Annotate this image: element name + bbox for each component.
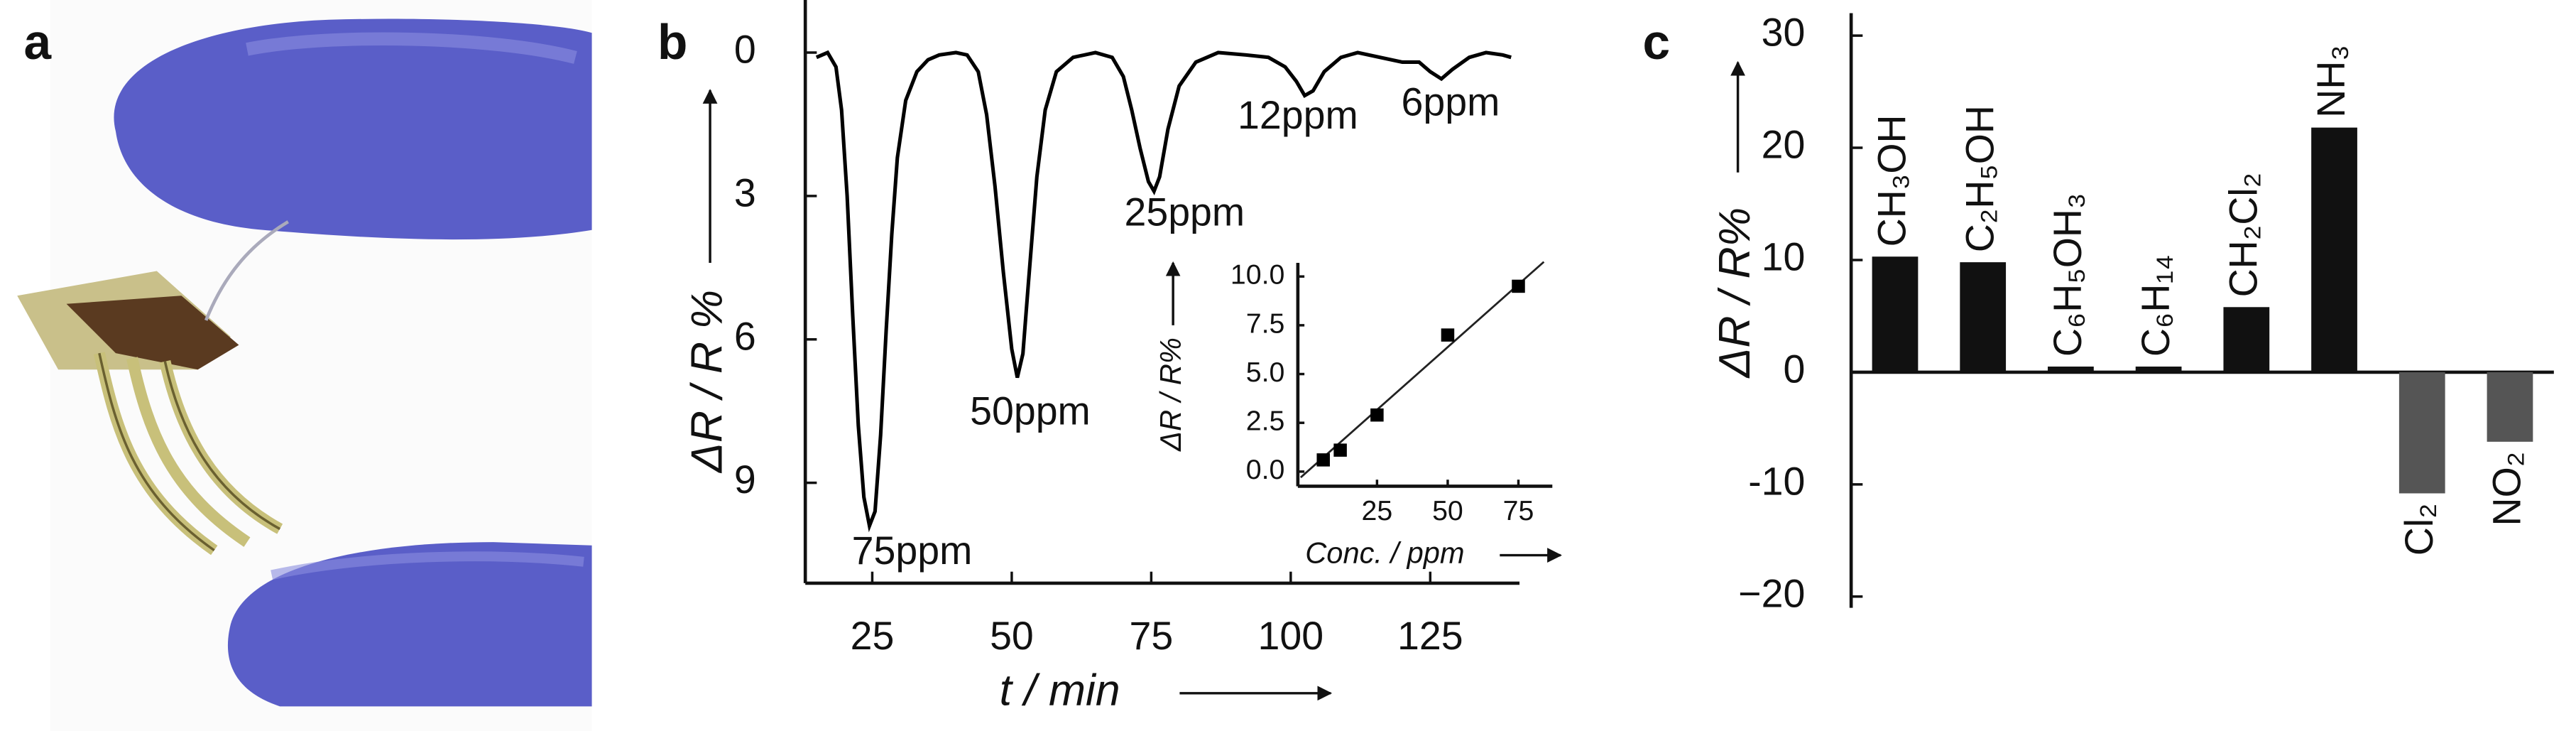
- chart: 0.0 2.5 5.0 7.5 10.0 25 50 75 ΔR / R% Conc. / ppm: [1154, 259, 1562, 570]
- category-label: NH₃: [2309, 45, 2353, 118]
- bar: [2311, 127, 2357, 372]
- x-tick-label: 125: [1397, 614, 1463, 658]
- bar: [2223, 307, 2270, 372]
- x-tick-label: 100: [1258, 614, 1324, 658]
- point: [1333, 443, 1347, 457]
- x-tick-label: 75: [1130, 614, 1174, 658]
- annotation: 75ppm: [852, 529, 973, 573]
- y-tick-label: -10: [1748, 459, 1805, 503]
- point: [1441, 328, 1455, 342]
- bar: [2398, 372, 2445, 494]
- annotation: 12ppm: [1238, 93, 1358, 137]
- panel-label: c: [1642, 14, 1670, 70]
- panel-label: a: [23, 14, 52, 70]
- category-label: CH₂Cl₂: [2221, 173, 2265, 298]
- y-tick-label: 30: [1762, 11, 1806, 55]
- annotation: 6ppm: [1402, 80, 1500, 124]
- bar: [2487, 372, 2533, 442]
- category-label: C₂H₅OH: [1958, 105, 2002, 252]
- category-label: C₆H₅OH₃: [2046, 193, 2090, 357]
- point: [1512, 279, 1525, 293]
- point: [1316, 453, 1330, 467]
- y-tick-label: 10.0: [1230, 259, 1284, 291]
- chart: 0 3 6 9 25 50 75 100 125 ΔR / R % t / min 75ppm 50pp…: [682, 0, 1520, 715]
- bar: [2135, 367, 2182, 372]
- category-label: C₆H₁₄: [2134, 254, 2178, 357]
- panel-label: b: [657, 14, 687, 70]
- fit-line: [1299, 261, 1545, 479]
- annotation: 50ppm: [970, 389, 1091, 433]
- category-label: NO₂: [2485, 452, 2529, 526]
- y-tick-label: −20: [1738, 571, 1805, 615]
- x-tick-label: 50: [1432, 495, 1463, 526]
- y-axis-label: ΔR / R%: [1710, 207, 1759, 379]
- y-tick-label: 9: [734, 457, 756, 502]
- photo: [17, 0, 592, 731]
- y-tick-label: 3: [734, 171, 756, 215]
- x-tick-label: 50: [990, 614, 1034, 658]
- y-tick-label: 0: [1784, 347, 1806, 391]
- x-axis-label: Conc. / ppm: [1305, 536, 1464, 570]
- point: [1370, 408, 1384, 422]
- chart: 30 20 10 0 -10 −20 ΔR / R% CH₃OH C₂H₅OH C₆H₅OH₃ C₆…: [1710, 11, 2554, 615]
- y-tick-label: 0.0: [1246, 454, 1285, 485]
- data-line: [815, 50, 1512, 533]
- bar: [1960, 262, 2007, 372]
- category-label: CH₃OH: [1870, 114, 1914, 247]
- y-tick-label: 20: [1762, 123, 1806, 167]
- y-tick-label: 10: [1762, 235, 1806, 279]
- x-tick-label: 75: [1503, 495, 1534, 526]
- y-tick-label: 2.5: [1246, 406, 1285, 437]
- annotation: 25ppm: [1124, 190, 1245, 234]
- x-axis-label: t / min: [1000, 665, 1120, 715]
- bar: [2048, 367, 2094, 372]
- y-tick-label: 7.5: [1246, 308, 1285, 339]
- y-tick-label: 5.0: [1246, 357, 1285, 388]
- bar: [1872, 256, 1919, 372]
- y-axis-label: ΔR / R%: [1154, 337, 1187, 452]
- y-axis-label: ΔR / R %: [682, 290, 732, 474]
- y-tick-label: 0: [734, 28, 756, 72]
- x-tick-label: 25: [851, 614, 895, 658]
- x-tick-label: 25: [1362, 495, 1393, 526]
- category-label: Cl₂: [2397, 503, 2441, 556]
- y-tick-label: 6: [734, 314, 756, 358]
